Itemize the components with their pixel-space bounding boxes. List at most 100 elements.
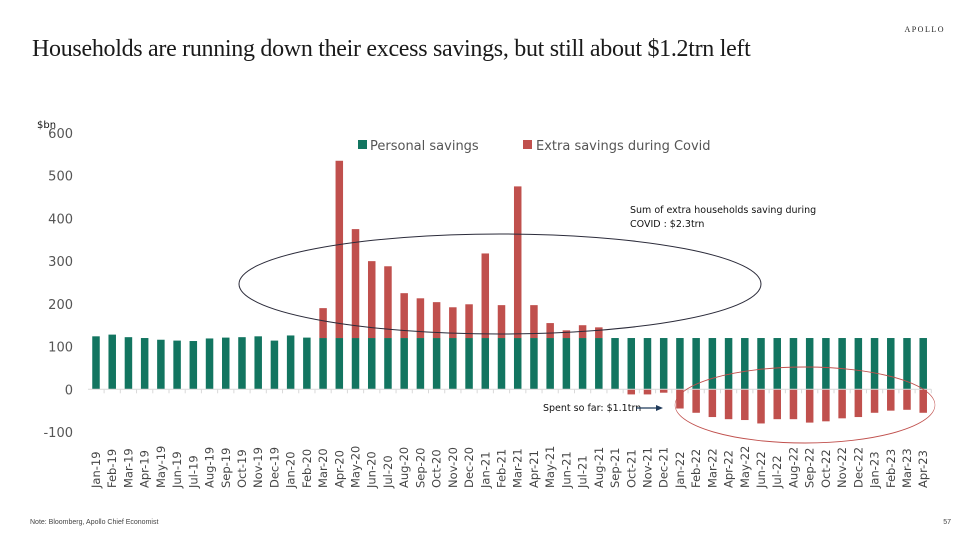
bar-personal-savings-jan-22 bbox=[676, 338, 684, 390]
x-tick-label: May-22 bbox=[738, 446, 752, 488]
x-tick-label: Aug-22 bbox=[786, 447, 800, 488]
bar-extra-savings-apr-22 bbox=[724, 389, 733, 420]
x-tick-label: Dec-21 bbox=[657, 447, 671, 488]
bar-extra-savings-dec-21 bbox=[659, 389, 668, 393]
x-tick-label: Nov-20 bbox=[446, 447, 460, 488]
page-number: 57 bbox=[943, 519, 951, 526]
bar-extra-savings-oct-21 bbox=[627, 389, 636, 395]
bar-extra-savings-oct-20 bbox=[432, 302, 441, 339]
bar-extra-savings-apr-23 bbox=[919, 389, 927, 413]
bar-extra-savings-sep-20 bbox=[416, 298, 425, 339]
bar-personal-savings-oct-19 bbox=[238, 337, 246, 390]
bar-personal-savings-jul-19 bbox=[189, 341, 198, 390]
bar-personal-savings-mar-23 bbox=[903, 338, 911, 390]
bar-personal-savings-mar-22 bbox=[708, 338, 717, 390]
bar-personal-savings-sep-19 bbox=[222, 337, 230, 390]
bar-personal-savings-nov-21 bbox=[643, 338, 652, 390]
x-tick-label: Jun-22 bbox=[754, 451, 768, 489]
y-tick-label: 200 bbox=[48, 298, 73, 313]
y-tick-label: -100 bbox=[43, 426, 73, 441]
bar-extra-savings-jun-22 bbox=[757, 389, 765, 424]
legend-label-personal-savings: Personal savings bbox=[370, 139, 479, 154]
bar-extra-savings-apr-21 bbox=[530, 305, 538, 339]
bar-personal-savings-sep-20 bbox=[416, 338, 425, 390]
bar-extra-savings-jul-22 bbox=[773, 389, 781, 420]
x-tick-label: Oct-20 bbox=[430, 449, 444, 488]
bar-extra-savings-nov-22 bbox=[838, 389, 846, 419]
x-tick-label: Oct-19 bbox=[235, 449, 249, 488]
x-tick-label: Sep-21 bbox=[608, 448, 622, 488]
bar-extra-savings-mar-23 bbox=[903, 389, 911, 410]
x-tick-label: Mar-22 bbox=[705, 448, 719, 488]
x-tick-label: Feb-20 bbox=[300, 449, 314, 488]
x-tick-label: Jun-20 bbox=[365, 451, 379, 489]
bar-personal-savings-jan-20 bbox=[286, 335, 295, 390]
x-tick-label: Jul-19 bbox=[186, 455, 200, 489]
source-note: Note: Bloomberg, Apollo Chief Economist bbox=[30, 519, 159, 526]
x-tick-label: Dec-19 bbox=[267, 447, 281, 488]
bar-extra-savings-aug-22 bbox=[789, 389, 798, 420]
bar-extra-savings-jan-21 bbox=[481, 253, 490, 339]
bar-personal-savings-feb-21 bbox=[497, 338, 506, 390]
bar-personal-savings-dec-19 bbox=[270, 340, 279, 390]
bar-personal-savings-feb-19 bbox=[108, 334, 116, 390]
x-tick-label: Feb-21 bbox=[495, 449, 509, 488]
bar-personal-savings-mar-20 bbox=[319, 338, 327, 390]
bar-personal-savings-may-20 bbox=[351, 338, 360, 390]
x-tick-label: Jun-19 bbox=[170, 451, 184, 489]
legend-swatch-extra-savings bbox=[523, 140, 532, 149]
bar-personal-savings-aug-19 bbox=[205, 338, 214, 390]
bar-extra-savings-feb-21 bbox=[497, 305, 506, 339]
x-tick-label: Jun-21 bbox=[559, 451, 573, 489]
bar-personal-savings-sep-21 bbox=[611, 338, 619, 390]
x-tick-label: Feb-23 bbox=[884, 449, 898, 488]
covid-savings-ellipse bbox=[238, 233, 762, 335]
y-tick-label: 600 bbox=[48, 127, 73, 142]
bar-extra-savings-feb-22 bbox=[692, 389, 700, 413]
x-tick-label: Mar-21 bbox=[511, 448, 525, 488]
x-tick-label: Apr-20 bbox=[332, 450, 346, 488]
x-tick-label: Apr-22 bbox=[722, 450, 736, 488]
bar-personal-savings-jun-19 bbox=[173, 340, 181, 390]
bar-personal-savings-apr-22 bbox=[724, 338, 733, 390]
page-title: Households are running down their excess… bbox=[32, 36, 751, 62]
x-tick-label: Mar-20 bbox=[316, 448, 330, 488]
bar-personal-savings-may-22 bbox=[741, 338, 749, 390]
x-tick-label: Aug-19 bbox=[203, 447, 217, 488]
bar-personal-savings-mar-19 bbox=[124, 337, 133, 390]
bar-personal-savings-jul-20 bbox=[384, 338, 392, 390]
bar-extra-savings-aug-21 bbox=[595, 327, 603, 339]
x-tick-label: Nov-22 bbox=[835, 447, 849, 488]
bar-personal-savings-aug-22 bbox=[789, 338, 798, 390]
bar-personal-savings-oct-22 bbox=[822, 338, 830, 390]
bar-personal-savings-apr-20 bbox=[335, 338, 344, 390]
x-tick-label: Nov-21 bbox=[640, 447, 654, 488]
bar-personal-savings-nov-19 bbox=[254, 336, 262, 390]
bar-personal-savings-apr-23 bbox=[919, 338, 927, 390]
bar-personal-savings-jul-22 bbox=[773, 338, 781, 390]
y-tick-label: 100 bbox=[48, 341, 73, 356]
y-tick-label: 500 bbox=[48, 170, 73, 185]
bar-extra-savings-may-20 bbox=[351, 229, 360, 339]
x-tick-label: Apr-23 bbox=[916, 450, 930, 488]
bar-extra-savings-mar-22 bbox=[708, 389, 717, 418]
bar-extra-savings-mar-20 bbox=[319, 308, 327, 339]
spent-arrow-icon bbox=[636, 405, 663, 411]
x-tick-label: Mar-23 bbox=[900, 448, 914, 488]
bar-personal-savings-dec-22 bbox=[854, 338, 863, 390]
bar-personal-savings-sep-22 bbox=[805, 338, 814, 390]
x-tick-label: Jan-21 bbox=[478, 451, 492, 489]
x-tick-label: May-19 bbox=[154, 446, 168, 488]
x-tick-label: Apr-21 bbox=[527, 450, 541, 488]
x-tick-label: Dec-20 bbox=[462, 447, 476, 488]
bar-personal-savings-mar-21 bbox=[513, 338, 522, 390]
x-tick-label: Jan-23 bbox=[868, 451, 882, 489]
y-tick-label: 400 bbox=[48, 212, 73, 227]
bar-extra-savings-dec-22 bbox=[854, 389, 863, 418]
bar-personal-savings-jan-23 bbox=[870, 338, 879, 390]
x-tick-label: Oct-21 bbox=[624, 449, 638, 488]
bar-extra-savings-apr-20 bbox=[335, 160, 344, 339]
bar-personal-savings-may-21 bbox=[546, 338, 554, 390]
bar-personal-savings-jun-21 bbox=[562, 338, 571, 390]
